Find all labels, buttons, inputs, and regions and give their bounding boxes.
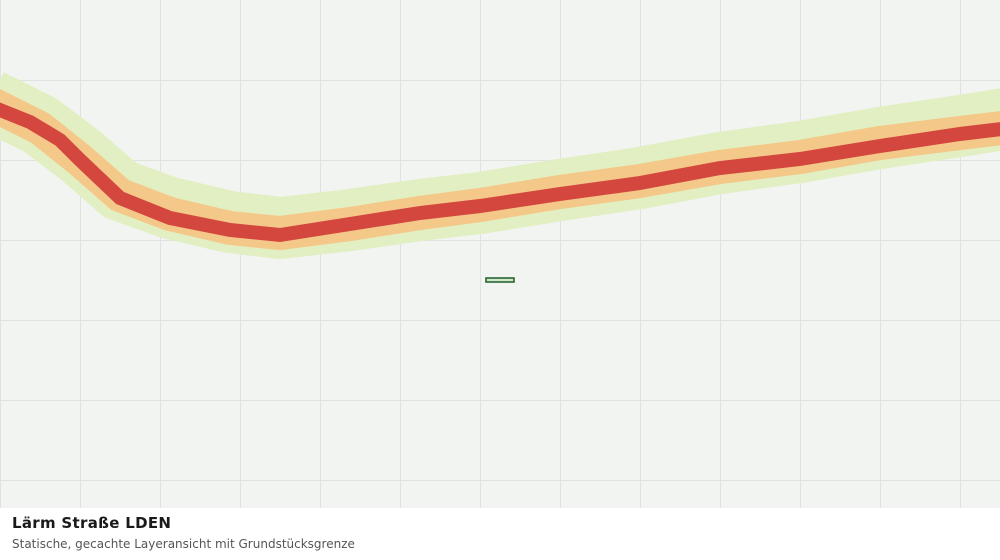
layer-title: Lärm Straße LDEN	[12, 514, 172, 532]
noise-layer	[0, 72, 1000, 260]
parcel-boundary	[485, 277, 515, 283]
noise-band-high	[0, 102, 1000, 243]
layer-subtitle: Statische, gecachte Layeransicht mit Gru…	[12, 537, 355, 551]
map-background	[0, 0, 1000, 508]
info-panel: Lärm Straße LDEN Statische, gecachte Lay…	[0, 508, 1000, 560]
map-view	[0, 0, 1000, 508]
map-grid	[0, 0, 1000, 508]
